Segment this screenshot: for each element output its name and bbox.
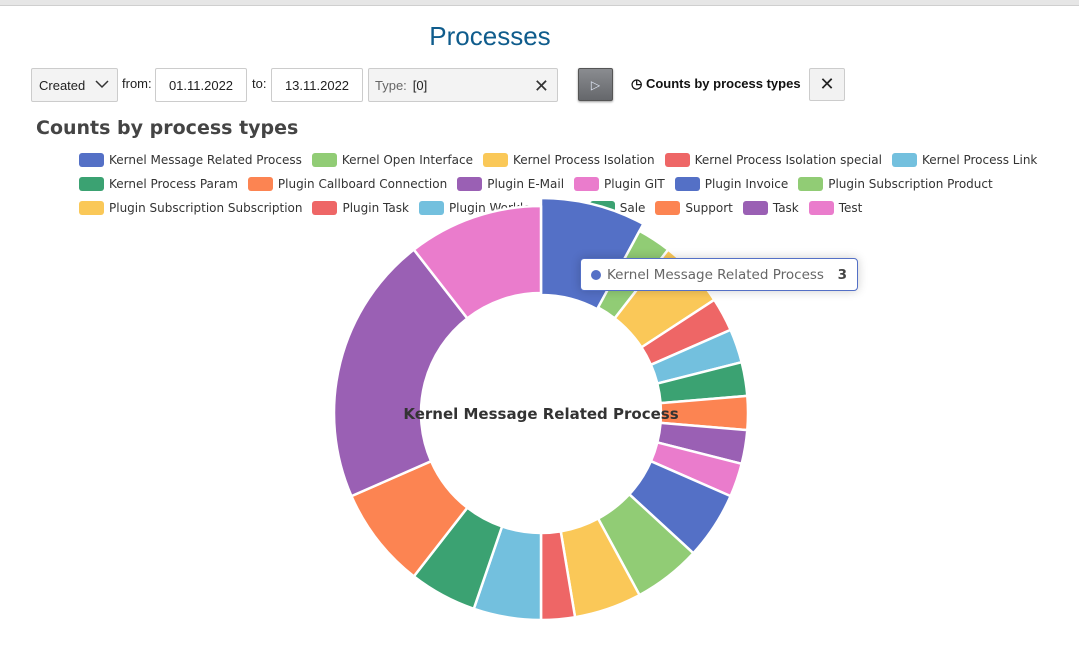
legend-label: Plugin Subscription Subscription	[109, 201, 303, 215]
legend-item[interactable]: Plugin Callboard Connection	[247, 177, 448, 191]
close-chart-button[interactable]: ✕	[809, 68, 845, 101]
run-button[interactable]: ▷	[578, 68, 613, 101]
legend-item[interactable]: Plugin Subscription Subscription	[79, 201, 302, 215]
tooltip-value: 3	[837, 266, 847, 283]
legend-swatch	[457, 177, 483, 191]
chart-title: Counts by process types	[36, 117, 299, 139]
legend-swatch	[574, 177, 600, 191]
to-date-input[interactable]: 13.11.2022	[271, 68, 363, 102]
legend-swatch	[247, 177, 273, 191]
legend-swatch	[674, 177, 700, 191]
legend-item[interactable]: Kernel Process Isolation	[482, 153, 655, 167]
legend-label: Kernel Process Link	[921, 153, 1038, 167]
legend-item[interactable]: Kernel Process Link	[891, 153, 1038, 167]
legend-label: Plugin Subscription Product	[828, 177, 993, 191]
legend-item[interactable]: Plugin GIT	[574, 177, 665, 191]
legend-item[interactable]: Kernel Process Isolation special	[664, 153, 882, 167]
legend-label: Kernel Open Interface	[341, 153, 473, 167]
tooltip-name: Kernel Message Related Process	[607, 266, 824, 283]
chevron-down-icon	[95, 80, 109, 89]
legend-item[interactable]: Kernel Open Interface	[311, 153, 473, 167]
legend-swatch	[798, 177, 824, 191]
legend-swatch	[664, 153, 690, 167]
legend-swatch	[808, 201, 834, 215]
legend-item[interactable]: Task	[742, 201, 799, 215]
type-value: [0]	[412, 77, 428, 93]
legend-label: Kernel Process Isolation	[512, 153, 655, 167]
legend-label: Task	[772, 201, 799, 215]
legend-item[interactable]: Support	[655, 201, 733, 215]
legend-item[interactable]: Plugin Subscription Product	[798, 177, 993, 191]
browser-top-bar	[0, 0, 1079, 6]
legend-swatch	[418, 201, 444, 215]
legend-swatch	[79, 201, 104, 215]
legend-label: Test	[838, 201, 863, 215]
play-icon: ▷	[590, 77, 601, 92]
legend-item[interactable]: Plugin Invoice	[674, 177, 789, 191]
close-icon: ✕	[819, 74, 835, 94]
legend-label: Kernel Process Param	[109, 177, 238, 191]
legend-swatch	[482, 153, 508, 167]
from-label: from:	[122, 76, 152, 91]
legend-label: Plugin Task	[342, 201, 409, 215]
legend-item[interactable]: Test	[808, 201, 863, 215]
legend-swatch	[311, 153, 337, 167]
from-date-input[interactable]: 01.11.2022	[155, 68, 247, 102]
to-label: to:	[252, 76, 267, 91]
legend-label: Sale	[619, 201, 646, 215]
chart-tooltip: Kernel Message Related Process 3	[580, 258, 858, 291]
legend-label: Kernel Message Related Process	[109, 153, 302, 167]
legend-label: Kernel Process Isolation special	[694, 153, 882, 167]
legend-row: Kernel Message Related Process Kernel Ope…	[79, 148, 1047, 172]
legend-item[interactable]: Plugin Task	[312, 201, 409, 215]
legend-label: Plugin E-Mail	[487, 177, 565, 191]
chart-tab-label: Counts by process types	[645, 76, 801, 91]
page-title: Processes	[429, 21, 551, 51]
legend-swatch	[79, 153, 104, 167]
donut-slice[interactable]	[539, 196, 645, 311]
donut-slice[interactable]	[412, 204, 543, 320]
legend-swatch	[655, 201, 681, 215]
type-label: Type:	[375, 77, 407, 93]
pie-chart-icon: ◷	[631, 76, 643, 91]
tooltip-color-dot	[591, 269, 601, 280]
legend-swatch	[79, 177, 104, 191]
date-mode-value: Created	[39, 77, 86, 93]
legend-item[interactable]: Plugin E-Mail	[457, 177, 564, 191]
center-label: Kernel Message Related Process	[403, 405, 678, 423]
type-filter-input[interactable]: Type: [0] ✕	[368, 68, 558, 102]
legend-swatch	[312, 201, 338, 215]
legend-label: Plugin Invoice	[704, 177, 789, 191]
donut-slice[interactable]	[332, 248, 469, 498]
legend-swatch	[891, 153, 917, 167]
legend-label: Support	[685, 201, 733, 215]
legend-label: Plugin GIT	[604, 177, 665, 191]
legend-label: Plugin Callboard Connection	[277, 177, 448, 191]
legend-row: Kernel Process Param Plugin Callboard Con…	[79, 172, 1047, 196]
legend-item[interactable]: Kernel Process Param	[79, 177, 238, 191]
legend-item[interactable]: Kernel Message Related Process	[79, 153, 302, 167]
legend-swatch	[742, 201, 768, 215]
clear-type-icon[interactable]: ✕	[533, 76, 549, 96]
chart-tab[interactable]: ◷ Counts by process types	[631, 76, 801, 92]
date-mode-select[interactable]: Created	[31, 68, 118, 102]
